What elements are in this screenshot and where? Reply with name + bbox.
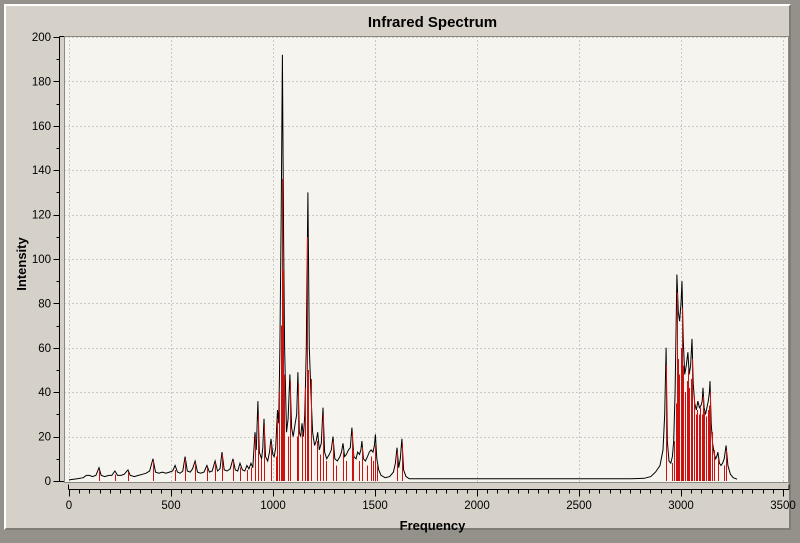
y-tick-label: 80: [38, 298, 51, 310]
spectrum-envelope: [68, 54, 738, 481]
x-tick-label: 2500: [566, 500, 592, 512]
x-tick-label: 500: [161, 500, 180, 512]
x-axis-title: Frequency: [399, 518, 466, 533]
x-tick-label: 0: [66, 500, 72, 512]
y-tick-label: 180: [32, 76, 51, 88]
chart-title: Infrared Spectrum: [367, 14, 498, 31]
y-tick-label: 100: [32, 254, 51, 266]
x-tick-label: 3000: [668, 500, 694, 512]
y-tick-label: 60: [38, 343, 51, 355]
y-tick-label: 160: [32, 121, 51, 133]
x-tick-label: 1000: [260, 500, 286, 512]
y-tick-label: 140: [32, 165, 51, 177]
x-tick-label: 3500: [770, 500, 796, 512]
plot-border: [64, 36, 789, 483]
y-tick-label: 200: [32, 32, 51, 44]
y-tick-label: 0: [45, 476, 51, 488]
y-tick-label: 20: [38, 432, 51, 444]
y-tick-label: 120: [32, 210, 51, 222]
x-tick-label: 1500: [362, 500, 388, 512]
x-tick-label: 2000: [464, 500, 490, 512]
y-tick-label: 40: [38, 387, 51, 399]
